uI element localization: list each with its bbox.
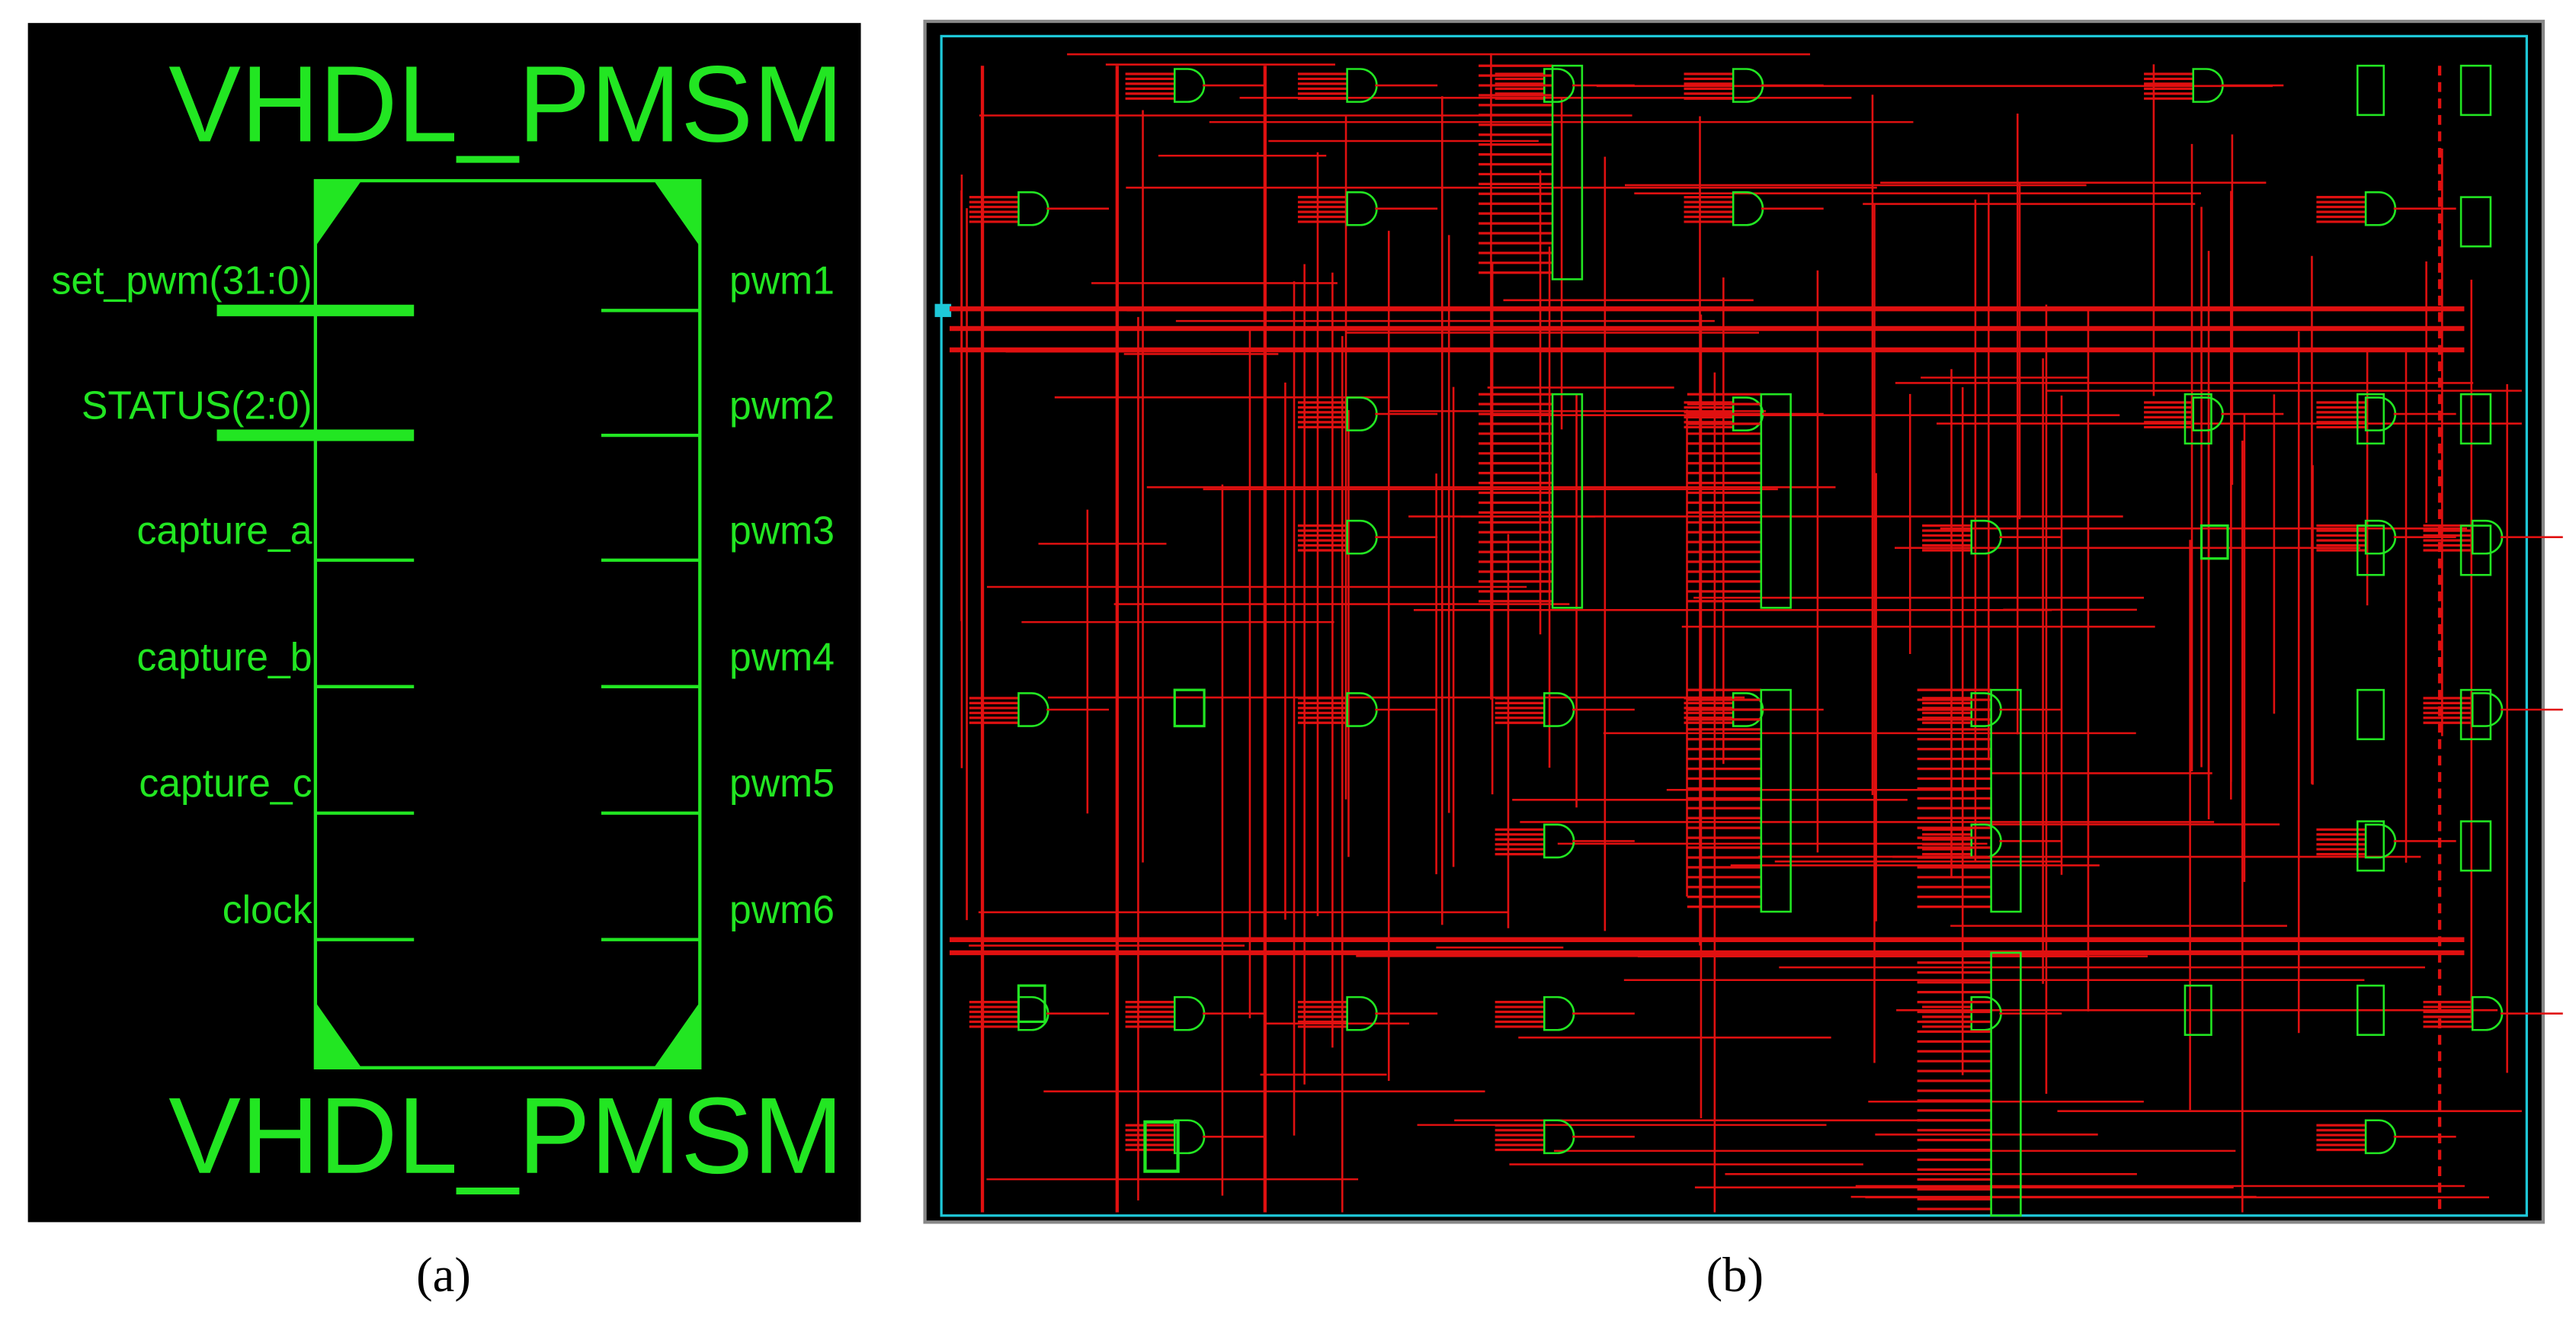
output-label: pwm6: [729, 887, 835, 931]
gate: [1543, 68, 1575, 103]
gate: [2364, 1119, 2397, 1155]
flip-flop: [2357, 688, 2385, 741]
gate: [1017, 995, 1049, 1031]
port: [934, 303, 952, 317]
mux: [1143, 1120, 1180, 1173]
gate: [1017, 191, 1049, 226]
corner: [653, 181, 700, 247]
flip-flop: [2459, 393, 2492, 445]
input-label: capture_a: [136, 508, 312, 552]
register-block: [1990, 688, 2022, 913]
flip-flop: [2459, 688, 2492, 741]
gate: [1346, 396, 1378, 431]
caption-b: (b): [1706, 1247, 1764, 1302]
input-label: clock: [223, 887, 312, 931]
flip-flop: [2357, 524, 2385, 576]
flip-flop: [2184, 393, 2212, 445]
gate: [1543, 823, 1575, 859]
gate: [1173, 1119, 1206, 1155]
gate: [1732, 396, 1764, 431]
mux: [1017, 984, 1046, 1024]
corner: [653, 1002, 700, 1068]
input-label: capture_c: [139, 761, 312, 805]
panel-a-background: [27, 23, 861, 1223]
gate: [1173, 68, 1206, 103]
gate: [1732, 692, 1764, 727]
panel-a: VHDL_PMSM VHDL_PMSM set_pwm(31:0) STATUS(…: [27, 23, 861, 1223]
flip-flop: [2357, 64, 2385, 117]
gate: [1346, 519, 1378, 555]
block-title-top: VHDL_PMSM: [168, 43, 843, 165]
register-block: [1551, 64, 1584, 281]
gate: [1970, 692, 2002, 727]
gate: [1543, 1119, 1575, 1155]
flip-flop: [2459, 820, 2492, 872]
input-label: STATUS(2:0): [82, 383, 312, 428]
gate: [1173, 995, 1206, 1031]
gate: [1346, 692, 1378, 727]
gate: [1346, 191, 1378, 226]
mux: [1173, 688, 1206, 728]
gate: [2364, 191, 2397, 226]
gate: [2192, 68, 2224, 103]
flip-flop: [2357, 393, 2385, 445]
output-label: pwm1: [729, 258, 835, 303]
gate: [1346, 68, 1378, 103]
input-label: capture_b: [136, 634, 312, 678]
flip-flop: [2357, 820, 2385, 872]
flip-flop: [2459, 524, 2492, 576]
caption-a: (a): [416, 1247, 471, 1302]
gate: [2364, 519, 2397, 555]
output-label: pwm2: [729, 383, 835, 428]
flip-flop: [2459, 64, 2492, 117]
register-block: [1760, 688, 1792, 913]
gate: [1543, 995, 1575, 1031]
gate: [1543, 692, 1575, 727]
gate: [1346, 995, 1378, 1031]
output-label: pwm4: [729, 634, 835, 678]
gate: [2471, 519, 2504, 555]
block-title-bottom: VHDL_PMSM: [168, 1076, 843, 1197]
register-block: [1551, 393, 1584, 609]
flip-flop: [2459, 196, 2492, 248]
gate: [1732, 191, 1764, 226]
output-label: pwm5: [729, 761, 835, 805]
gate: [1017, 692, 1049, 727]
output-label: pwm3: [729, 508, 835, 552]
top-frame: [940, 34, 2528, 1217]
mux: [2200, 524, 2229, 560]
register-block: [1760, 393, 1792, 609]
gate: [1732, 68, 1764, 103]
gate: [2471, 995, 2504, 1031]
gate: [1970, 519, 2002, 555]
register-block: [1990, 951, 2022, 1217]
panel-b: [923, 19, 2563, 1224]
gate: [1970, 995, 2002, 1031]
flip-flop: [2357, 984, 2385, 1036]
flip-flop: [2184, 984, 2212, 1036]
block-outline: [313, 178, 702, 1069]
input-label: set_pwm(31:0): [51, 258, 312, 303]
